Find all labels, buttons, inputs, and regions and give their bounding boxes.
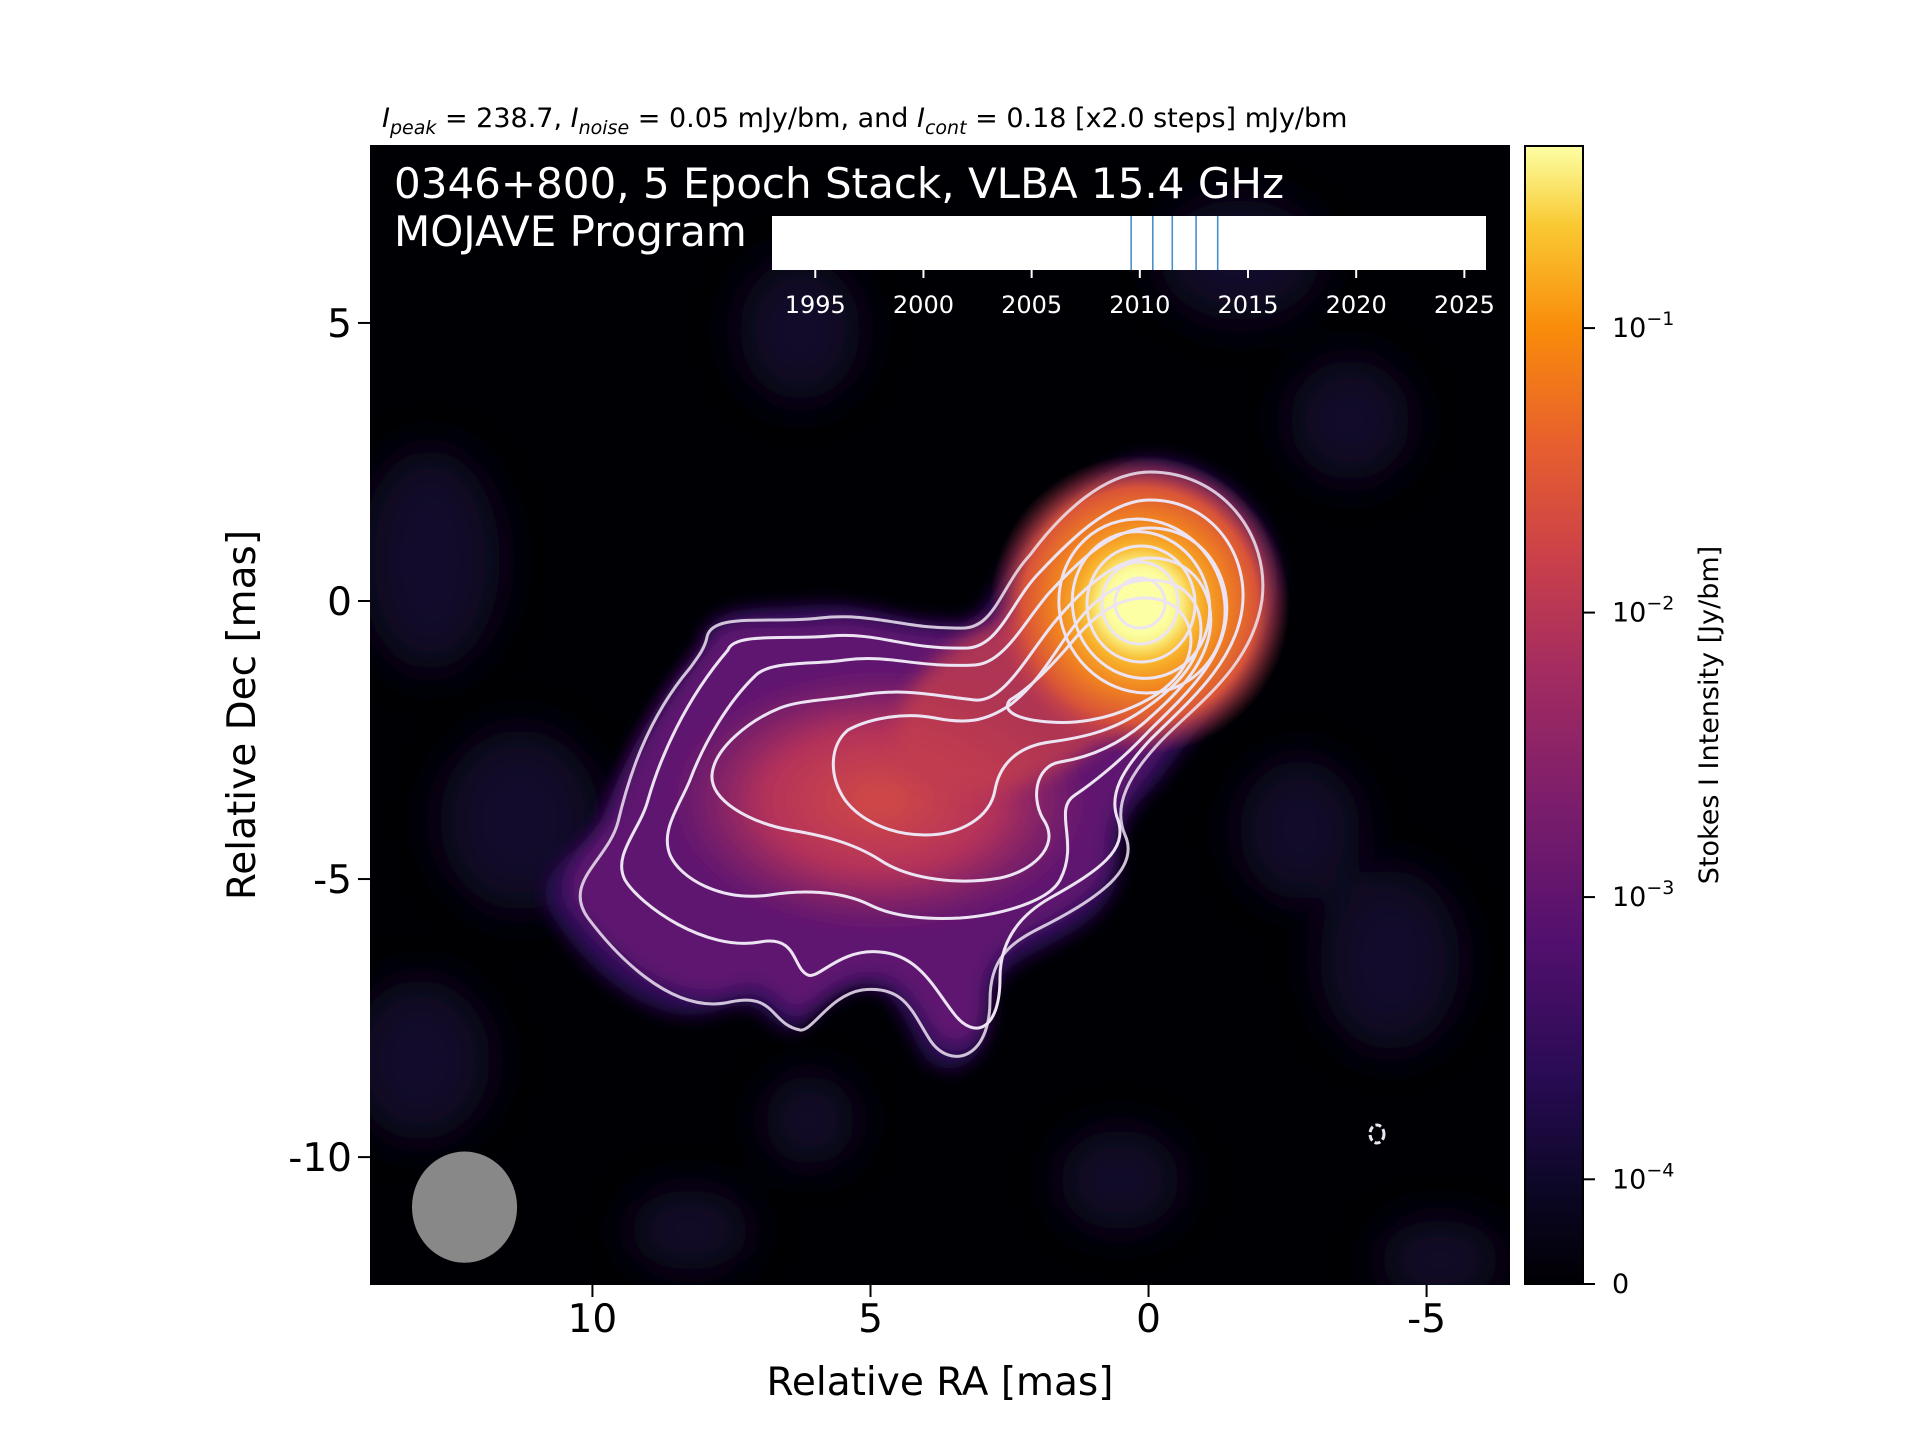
colorbar-tick-label: 10−3 [1612,877,1674,913]
noise-header: Ipeak = 238.7, Inoise = 0.05 mJy/bm, and… [382,103,1347,139]
y-tick-label: -5 [313,858,352,903]
x-axis-label: Relative RA [mas] [767,1360,1114,1405]
x-tick-label: 0 [1136,1297,1161,1342]
contour-level-4 [710,556,1213,883]
timeline-tick-label: 2015 [1217,291,1278,319]
contour-level-1 [578,470,1265,1058]
colorbar-label: Stokes I Intensity [Jy/bm] [1694,546,1725,884]
timeline-box [772,216,1486,270]
y-axis-label: Relative Dec [mas] [220,530,265,900]
contour-level-10 [1100,560,1180,646]
y-tick-label: -10 [288,1136,352,1181]
y-tick-label: 5 [327,302,352,347]
cont-value: 0.18 [1006,103,1066,134]
x-tick-label: 5 [858,1297,883,1342]
x-axis-ticks: 10 5 0 -5 [568,1285,1446,1342]
colorbar-ticks: 0 10−4 10−3 10−2 10−1 [1583,308,1674,1300]
timeline-tick-label: 2020 [1326,291,1387,319]
colorbar-tick-label: 10−4 [1612,1159,1674,1195]
timeline-tick-label: 2025 [1434,291,1495,319]
unit-label-2: mJy/bm [1245,103,1348,134]
colorbar-tick-label: 0 [1612,1269,1629,1300]
beam-ellipse [411,1151,518,1263]
plot-title: 0346+800, 5 Epoch Stack, VLBA 15.4 GHz [394,159,1284,208]
unit-label: mJy/bm [738,103,841,134]
contour-level-9 [1085,544,1197,664]
contour-level-2 [620,498,1245,1030]
contour-level-7 [1057,517,1227,695]
timeline-tick-label: 2005 [1001,291,1062,319]
contour-level-6 [1006,596,1193,724]
x-tick-label: 10 [568,1297,618,1342]
colorbar [1524,145,1584,1285]
noise-value: 0.05 [669,103,729,134]
y-axis-ticks: 5 0 -5 -10 [288,302,370,1181]
peak-value: 238.7 [476,103,553,134]
contour-level-8 [1070,530,1212,680]
plot-subtitle: MOJAVE Program [394,207,747,256]
timeline-tick-label: 2000 [893,291,954,319]
contour-isolated [1368,1123,1386,1145]
x-tick-label: -5 [1407,1297,1446,1342]
epoch-timeline: 1995 2000 2005 2010 2015 2020 2025 [772,216,1495,319]
emission-map [370,200,1500,1285]
contour-level-5 [831,578,1203,837]
colorbar-tick-label: 10−2 [1612,593,1674,629]
steps-label: [x2.0 steps] [1075,103,1236,134]
contour-level-3 [665,526,1229,920]
timeline-tick-label: 2010 [1109,291,1170,319]
timeline-tick-label: 1995 [785,291,846,319]
colorbar-tick-label: 10−1 [1612,308,1674,344]
contour-level-11 [1113,576,1167,630]
y-tick-label: 0 [327,580,352,625]
